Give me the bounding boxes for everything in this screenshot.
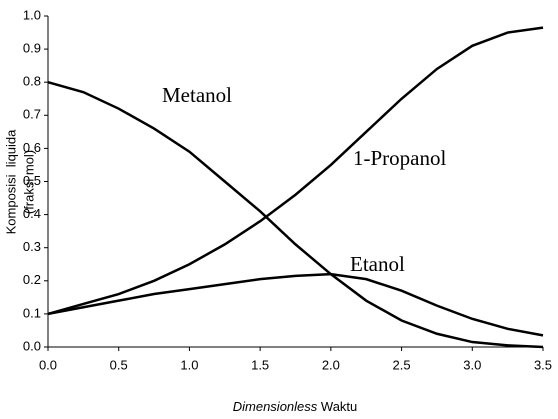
y-axis-label: (fraksi mol) bbox=[21, 150, 36, 214]
x-axis-label: Dimensionless Waktu bbox=[233, 399, 358, 414]
x-tick-label: 1.0 bbox=[180, 357, 198, 372]
x-tick-label: 0.0 bbox=[39, 357, 57, 372]
y-tick-label: 1.0 bbox=[23, 7, 41, 22]
y-tick-label: 0.0 bbox=[23, 338, 41, 353]
series-line bbox=[47, 272, 544, 337]
y-tick-label: 0.9 bbox=[23, 41, 41, 56]
y-tick-label: 0.6 bbox=[23, 140, 41, 155]
series-line bbox=[47, 80, 544, 349]
x-tick-label: 3.5 bbox=[534, 357, 552, 372]
series-annotation: Etanol bbox=[350, 252, 405, 276]
y-tick-label: 0.1 bbox=[23, 305, 41, 320]
series-annotation: Metanol bbox=[162, 83, 232, 107]
series-annotation: 1-Propanol bbox=[353, 146, 446, 170]
y-tick-label: 0.2 bbox=[23, 272, 41, 287]
x-tick-label: 2.0 bbox=[322, 357, 340, 372]
x-axis-label-italic: Dimensionless bbox=[233, 399, 318, 414]
y-tick-label: 0.7 bbox=[23, 107, 41, 122]
x-tick-label: 1.5 bbox=[251, 357, 269, 372]
x-tick-label: 2.5 bbox=[393, 357, 411, 372]
y-axis-label: Komposisi liquida bbox=[3, 129, 18, 235]
y-tick-label: 0.3 bbox=[23, 239, 41, 254]
y-tick-label: 0.4 bbox=[23, 206, 41, 221]
x-axis-label-rest: Waktu bbox=[321, 399, 357, 414]
series-line bbox=[47, 26, 544, 316]
y-tick-label: 0.5 bbox=[23, 173, 41, 188]
x-tick-label: 0.5 bbox=[110, 357, 128, 372]
y-tick-label: 0.8 bbox=[23, 74, 41, 89]
x-tick-label: 3.0 bbox=[463, 357, 481, 372]
